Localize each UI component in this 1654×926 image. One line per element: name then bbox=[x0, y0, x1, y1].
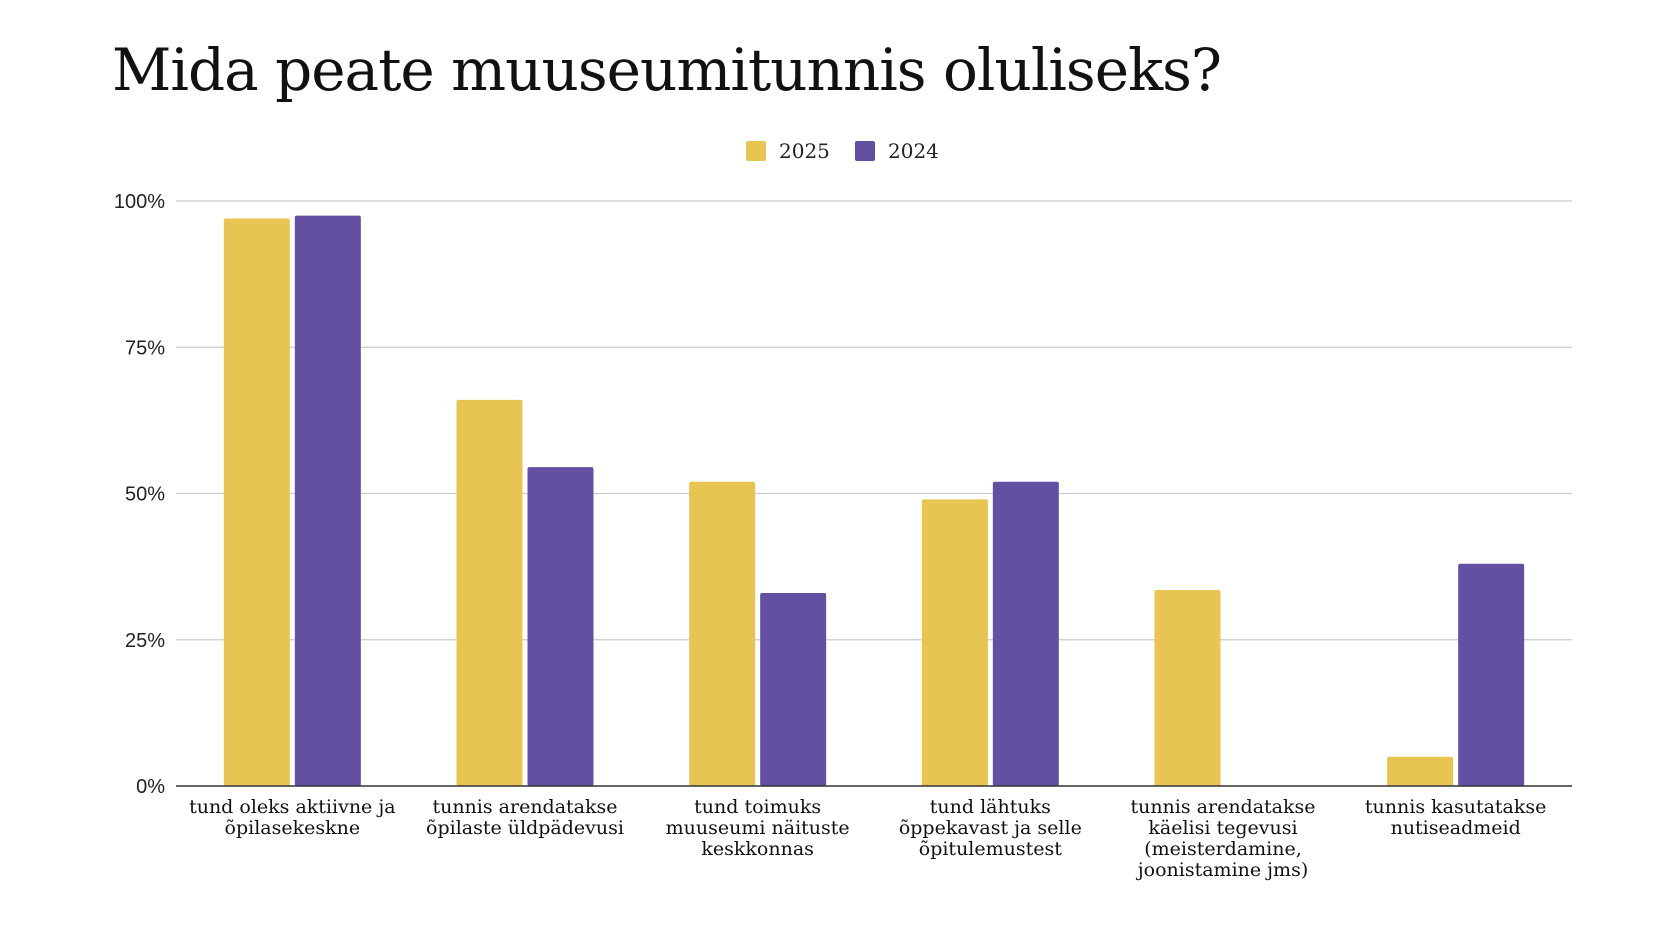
bar-2025-0 bbox=[223, 218, 290, 787]
category-label: tunnis arendatakse käelisi tegevusi (meist… bbox=[1130, 796, 1315, 881]
y-tick-label: 0% bbox=[136, 776, 165, 798]
bar-2024-5 bbox=[1458, 563, 1525, 786]
bar-2025-1 bbox=[456, 399, 523, 786]
y-tick-label: 25% bbox=[125, 630, 165, 652]
bar-2025-5 bbox=[1387, 756, 1454, 786]
bar-2025-3 bbox=[921, 499, 988, 786]
bar-2024-2 bbox=[760, 592, 827, 786]
category-label: tund oleks aktiivne ja õpilasekeskne bbox=[189, 796, 395, 839]
chart-title: Mida peate muuseumitunnis oluliseks? bbox=[112, 36, 1222, 104]
legend-swatch-2024 bbox=[855, 141, 875, 161]
bars bbox=[223, 215, 1525, 787]
y-tick-label: 75% bbox=[125, 337, 165, 359]
legend-swatch-2025 bbox=[746, 141, 766, 161]
bar-2025-4 bbox=[1154, 590, 1221, 786]
y-tick-label: 100% bbox=[114, 191, 165, 213]
gridlines: 0% 25% 50% 75% 100% bbox=[114, 191, 1572, 798]
category-label: tunnis arendatakse õpilaste üldpädevusi bbox=[426, 796, 624, 839]
legend-label-2024: 2024 bbox=[888, 139, 939, 163]
bar-2024-0 bbox=[294, 215, 361, 786]
bar-2024-1 bbox=[527, 467, 594, 786]
bar-2024-3 bbox=[992, 481, 1059, 786]
y-tick-label: 50% bbox=[125, 484, 165, 506]
legend: 2025 2024 bbox=[746, 139, 939, 163]
category-label: tund toimuks muuseumi näituste keskkonnas bbox=[666, 796, 850, 860]
bar-2025-2 bbox=[689, 481, 756, 786]
legend-label-2025: 2025 bbox=[779, 139, 830, 163]
category-label: tund lähtuks õppekavast ja selle õpitulemu… bbox=[899, 796, 1082, 860]
category-labels: tund oleks aktiivne ja õpilasekeskne tunni… bbox=[189, 796, 1546, 881]
category-label: tunnis kasutatakse nutiseadmeid bbox=[1365, 796, 1546, 839]
